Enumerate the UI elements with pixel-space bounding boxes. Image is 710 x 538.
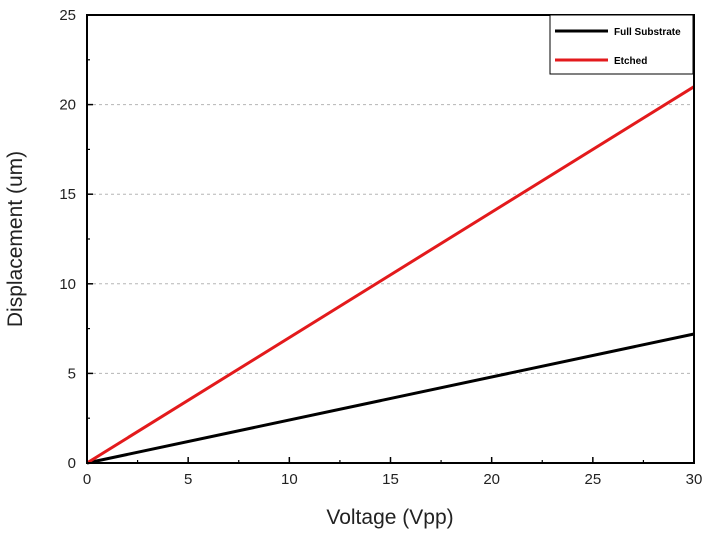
legend-label-full-substrate: Full Substrate (614, 27, 681, 38)
x-tick-label-10: 10 (281, 471, 298, 488)
plot-frame (86, 14, 695, 464)
y-tick-label-0: 0 (68, 455, 76, 472)
y-axis-label: Displacement (um) (4, 151, 27, 327)
x-tick-label-15: 15 (382, 471, 399, 488)
grid-layer (87, 104, 694, 374)
ticklabel-layer: 0 5 10 15 20 25 30 0 5 10 15 20 25 (59, 7, 702, 488)
y-tick-label-5: 5 (68, 365, 76, 382)
y-tick-label-15: 15 (59, 186, 76, 203)
legend-label-etched: Etched (614, 56, 647, 67)
series-line-full-substrate (86, 332, 695, 465)
series-line-etched (86, 85, 695, 465)
x-tick-label-30: 30 (686, 471, 703, 488)
x-tick-label-20: 20 (483, 471, 500, 488)
x-axis-label: Voltage (Vpp) (326, 506, 453, 529)
x-tick-label-5: 5 (184, 471, 192, 488)
series-layer (86, 85, 695, 465)
legend-box (549, 14, 694, 75)
x-tick-label-25: 25 (584, 471, 601, 488)
y-tick-label-25: 25 (59, 7, 76, 24)
y-tick-label-10: 10 (59, 276, 76, 293)
tick-layer (86, 14, 695, 464)
legend: Full Substrate Etched (549, 14, 694, 75)
y-tick-label-20: 20 (59, 97, 76, 114)
x-tick-label-0: 0 (83, 471, 91, 488)
